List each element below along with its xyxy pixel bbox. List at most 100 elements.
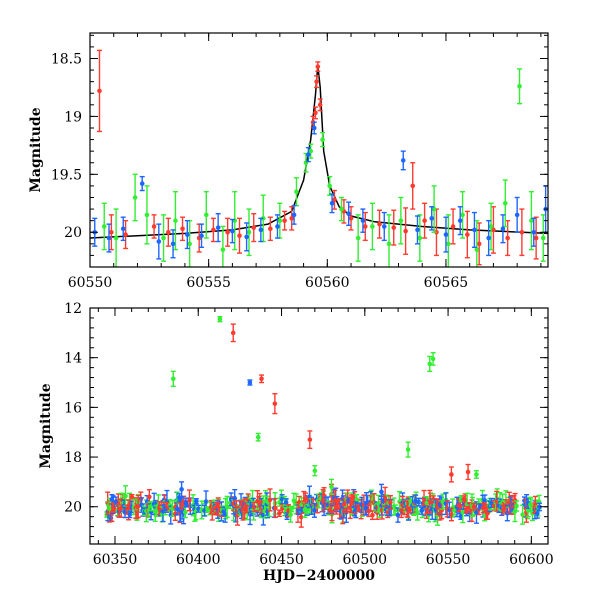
top-point-blue — [486, 219, 492, 257]
bottom-xtick-label: 60600 — [509, 552, 554, 568]
top-point-red — [391, 209, 397, 246]
bottom-baseline-point-blue — [279, 493, 285, 505]
top-point-red — [96, 49, 102, 133]
top-point-blue — [400, 150, 406, 171]
bottom-baseline-point-red — [471, 503, 477, 511]
top-panel-zoom-light-curve: 60550 60555 60560 60565 18.5 19 19.5 20 Magnitu… — [28, 32, 549, 291]
bottom-baseline-point-green — [169, 500, 175, 517]
bottom-baseline-point-red — [276, 509, 282, 518]
top-point-blue — [199, 223, 205, 249]
bottom-xtick-label: 60350 — [93, 552, 138, 568]
top-point-blue — [381, 211, 387, 242]
bottom-baseline-point-red — [387, 494, 393, 510]
bottom-point-red — [448, 466, 454, 483]
top-point-red — [362, 211, 368, 242]
top-point-blue — [360, 208, 366, 233]
top-point-red — [312, 106, 318, 120]
bottom-baseline-point-red — [407, 506, 413, 514]
top-point-green — [113, 208, 119, 267]
top-point-green — [90, 214, 91, 216]
bottom-ytick-label: 18 — [64, 450, 82, 466]
top-panel-frame — [89, 32, 549, 268]
bottom-baseline-point-red — [186, 489, 192, 512]
top-point-green — [398, 196, 404, 245]
top-point-green — [320, 131, 326, 148]
top-point-red — [317, 98, 323, 112]
bottom-baseline-point-green — [199, 500, 205, 520]
top-point-green — [488, 202, 494, 251]
top-model-curve — [90, 65, 548, 239]
top-point-green — [517, 68, 523, 105]
top-point-red — [180, 216, 186, 242]
top-ytick-label: 19.5 — [51, 167, 82, 183]
bottom-panel-ylabel: Magnitude — [38, 383, 54, 468]
top-point-green — [460, 191, 466, 239]
top-panel-ylabel: Magnitude — [28, 107, 44, 192]
top-point-red — [123, 219, 129, 250]
top-ytick-label: 20 — [64, 225, 82, 241]
top-xtick-label: 60565 — [424, 275, 469, 291]
top-point-blue — [274, 214, 280, 239]
top-plot-area — [90, 49, 548, 267]
top-point-red — [403, 207, 409, 255]
top-point-green — [445, 214, 451, 267]
top-point-red — [348, 206, 354, 231]
bottom-baseline-point-red — [448, 507, 454, 522]
top-xtick-label: 60550 — [68, 275, 113, 291]
top-point-red — [450, 208, 456, 245]
bottom-point-red — [307, 430, 313, 450]
bottom-xtick-label: 60500 — [343, 552, 388, 568]
top-panel-data — [90, 49, 548, 267]
top-point-blue — [531, 217, 537, 247]
bottom-ytick-label: 14 — [64, 351, 82, 367]
bottom-point-green — [217, 315, 223, 323]
top-point-blue — [170, 229, 176, 259]
bottom-point-green — [170, 370, 176, 387]
top-point-green — [369, 202, 375, 251]
bottom-baseline-point-red — [267, 488, 273, 512]
bottom-baseline-point-green — [520, 504, 526, 525]
bottom-baseline-point-red — [532, 495, 538, 515]
top-point-red — [267, 216, 273, 242]
top-point-blue — [514, 196, 520, 233]
top-point-red — [108, 214, 114, 251]
top-point-red — [315, 61, 321, 72]
bottom-point-blue — [179, 481, 185, 498]
top-point-blue — [457, 206, 463, 236]
top-point-red — [225, 217, 231, 247]
top-point-blue — [106, 223, 112, 253]
top-point-green — [474, 219, 480, 267]
top-point-green — [161, 214, 167, 262]
top-point-red — [422, 202, 428, 239]
bottom-baseline-point-red — [251, 501, 257, 513]
bottom-point-red — [465, 463, 471, 481]
top-point-blue — [291, 204, 297, 225]
bottom-point-red — [272, 393, 278, 415]
bottom-point-green — [473, 470, 479, 479]
top-point-red — [289, 206, 295, 231]
bottom-point-blue — [378, 483, 384, 500]
top-panel-ticks: 60550 60555 60560 60565 18.5 19 19.5 20 — [51, 33, 548, 291]
top-point-green — [246, 208, 252, 257]
top-point-red — [490, 206, 496, 254]
bottom-baseline-point-green — [514, 500, 520, 512]
top-point-blue — [471, 211, 477, 249]
top-point-blue — [311, 121, 317, 135]
top-point-green — [101, 202, 107, 251]
bottom-baseline-point-red — [279, 503, 285, 514]
top-point-red — [314, 75, 320, 89]
bottom-point-green — [328, 478, 334, 496]
bottom-point-green — [312, 465, 318, 477]
bottom-panel-frame — [89, 307, 549, 545]
top-point-green — [308, 143, 314, 159]
bottom-baseline-point-red — [366, 504, 372, 518]
top-xtick-label: 60560 — [305, 275, 350, 291]
top-point-green — [144, 185, 150, 245]
top-point-blue — [139, 175, 145, 192]
bottom-baseline-point-blue — [193, 498, 199, 505]
top-point-red — [251, 213, 257, 243]
top-point-green — [327, 175, 333, 196]
top-point-red — [151, 214, 157, 239]
bottom-point-red — [259, 374, 265, 384]
